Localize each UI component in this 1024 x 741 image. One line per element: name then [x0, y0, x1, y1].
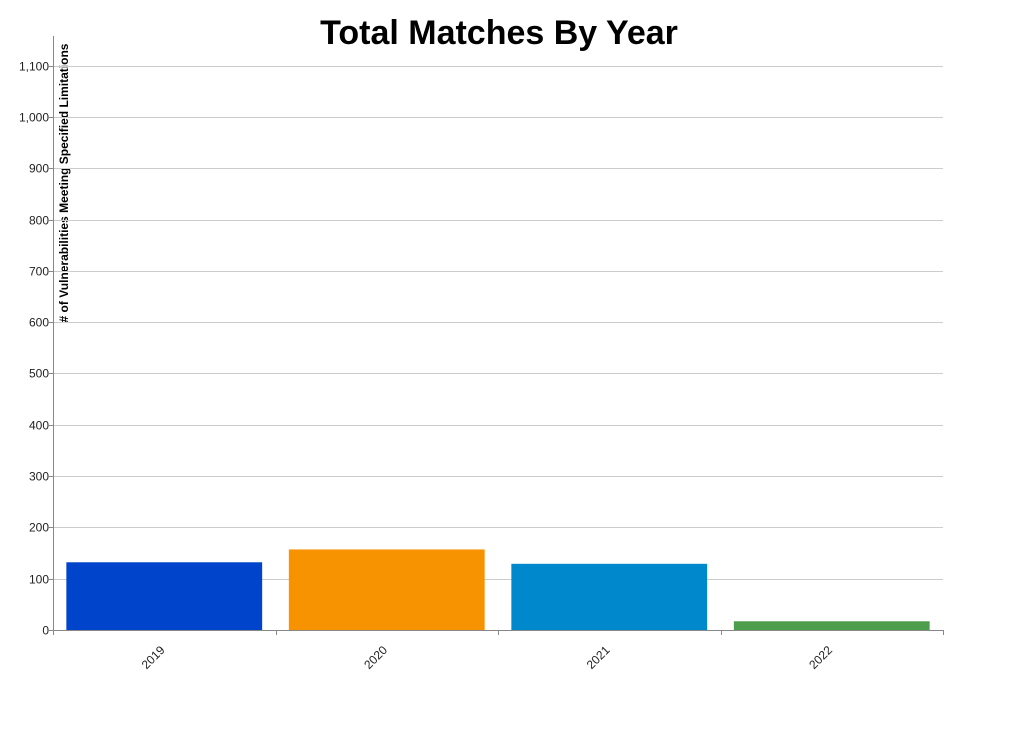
y-axis-label: # of Vulnerabilities Meeting Specified L…: [57, 43, 71, 322]
bar-2021: [511, 563, 708, 630]
y-tick-label: 200: [29, 521, 49, 535]
y-tick-label: 900: [29, 162, 49, 176]
y-tick-label: 300: [29, 470, 49, 484]
y-tick-label: 1,100: [19, 60, 49, 74]
chart-title: Total Matches By Year: [320, 14, 678, 52]
x-tick-label: 2020: [361, 643, 390, 672]
y-tick-label: 100: [29, 573, 49, 587]
bar-2020: [288, 549, 485, 630]
x-tick-label: 2019: [139, 643, 168, 672]
y-tick-label: 500: [29, 367, 49, 381]
y-tick-labels: 0 100 200 300 400 500 600 700 800 900 1,000 1,100: [19, 60, 49, 638]
y-tick-label: 700: [29, 265, 49, 279]
y-tick-label: 400: [29, 419, 49, 433]
x-tick-labels: 2019 2020 2021 2022: [139, 643, 836, 672]
y-tick-label: 1,000: [19, 111, 49, 125]
bar-2022: [733, 621, 930, 630]
y-tick-label: 800: [29, 214, 49, 228]
x-tick-label: 2021: [584, 643, 613, 672]
bar-2019: [66, 562, 263, 630]
axes: [49, 36, 944, 635]
x-tick-label: 2022: [806, 643, 835, 672]
y-tick-label: 600: [29, 316, 49, 330]
bars: [66, 549, 930, 630]
gridlines: [53, 66, 943, 580]
y-tick-label: 0: [42, 624, 49, 638]
